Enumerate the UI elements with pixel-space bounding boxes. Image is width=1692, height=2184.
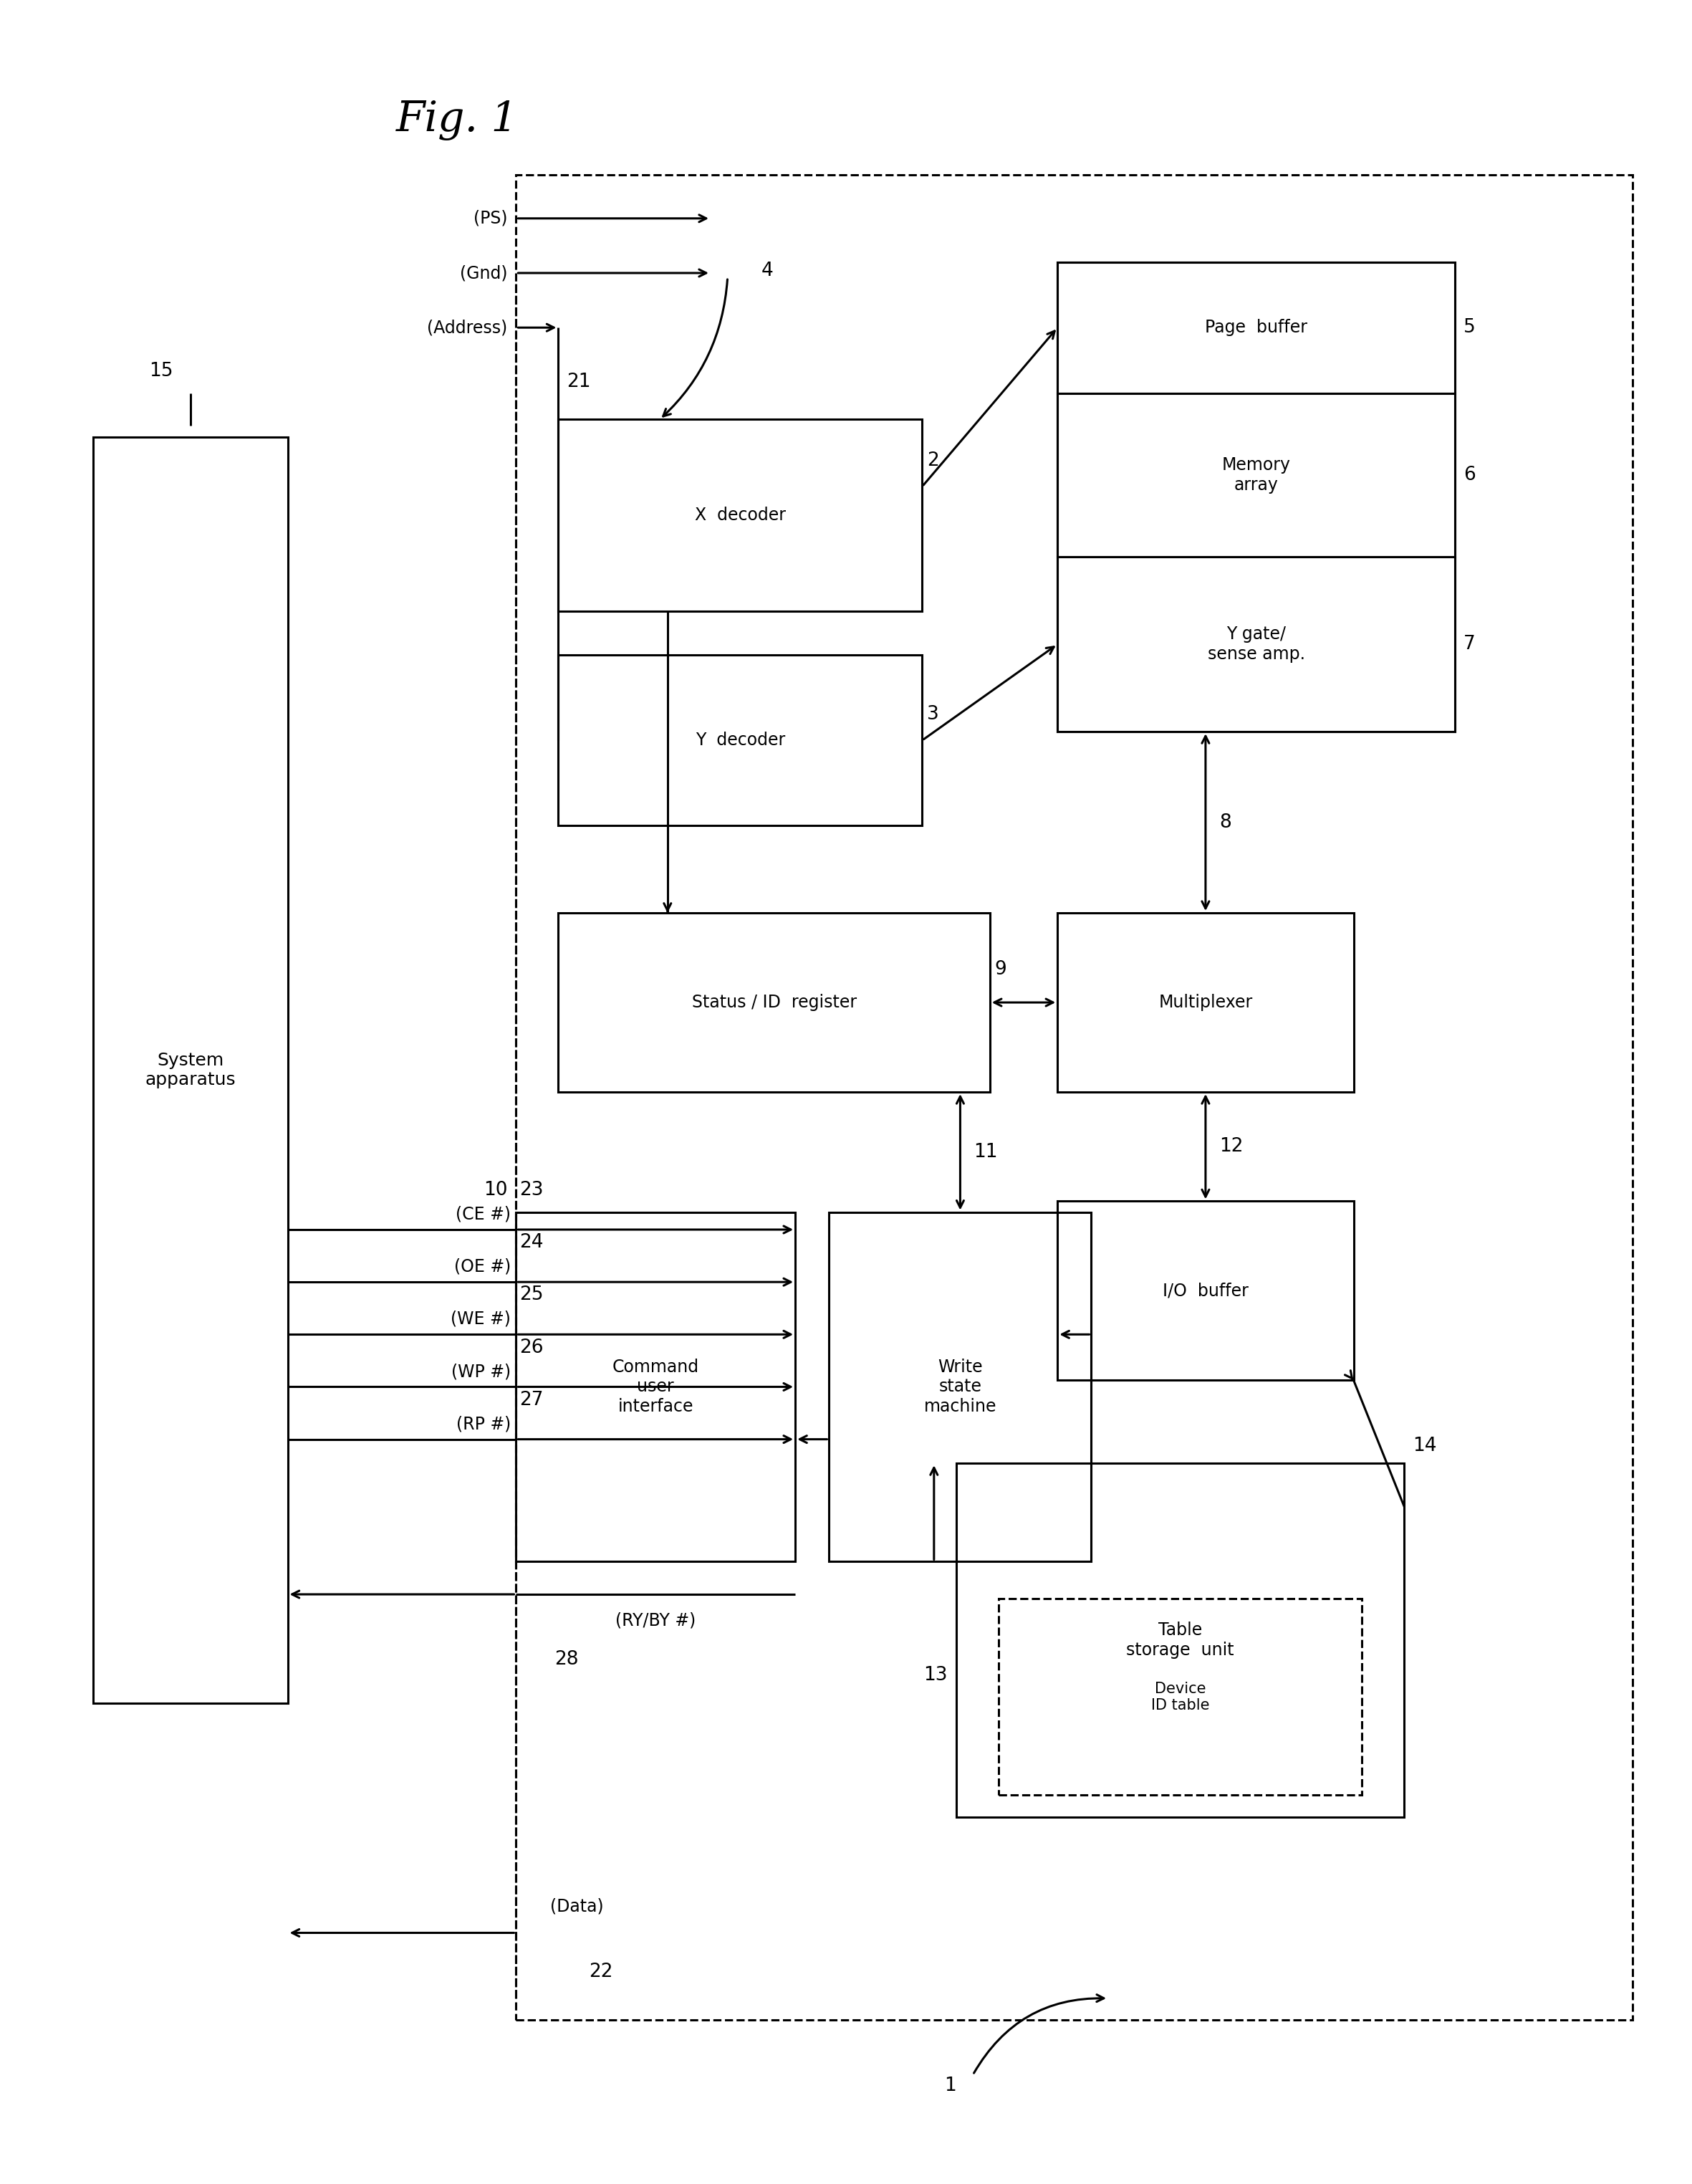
Text: (Data): (Data) <box>550 1898 604 1915</box>
Text: 22: 22 <box>589 1963 613 1981</box>
Text: System
apparatus: System apparatus <box>146 1053 235 1088</box>
Text: Memory
array: Memory array <box>1222 456 1291 494</box>
Text: I/O  buffer: I/O buffer <box>1162 1282 1249 1299</box>
Text: Command
user
interface: Command user interface <box>613 1358 699 1415</box>
Text: Y  decoder: Y decoder <box>695 732 785 749</box>
Text: 15: 15 <box>149 363 174 380</box>
Bar <box>1058 557 1455 732</box>
Text: (RP #): (RP #) <box>457 1415 511 1433</box>
Text: (Address): (Address) <box>426 319 508 336</box>
Bar <box>1058 1201 1354 1380</box>
Text: X  decoder: X decoder <box>695 507 785 524</box>
Text: Device
ID table: Device ID table <box>1151 1682 1210 1712</box>
Text: (RY/BY #): (RY/BY #) <box>616 1612 695 1629</box>
Text: 7: 7 <box>1464 636 1475 653</box>
Bar <box>1058 393 1455 557</box>
Bar <box>516 175 1633 2020</box>
Text: (WP #): (WP #) <box>452 1363 511 1380</box>
Text: (CE #): (CE #) <box>455 1206 511 1223</box>
Text: Write
state
machine: Write state machine <box>924 1358 997 1415</box>
Text: 3: 3 <box>927 705 939 723</box>
Text: 27: 27 <box>519 1391 543 1409</box>
Text: 13: 13 <box>924 1666 948 1684</box>
Text: 5: 5 <box>1464 319 1475 336</box>
Bar <box>558 655 922 826</box>
Text: 23: 23 <box>519 1182 543 1199</box>
Text: (WE #): (WE #) <box>450 1310 511 1328</box>
Text: Page  buffer: Page buffer <box>1205 319 1308 336</box>
Text: 21: 21 <box>567 373 591 391</box>
Bar <box>1058 913 1354 1092</box>
Text: 2: 2 <box>927 452 939 470</box>
Bar <box>829 1212 1091 1562</box>
Text: 14: 14 <box>1413 1437 1437 1455</box>
Text: 25: 25 <box>519 1286 543 1304</box>
Text: 10: 10 <box>484 1182 508 1199</box>
Text: 8: 8 <box>1218 812 1232 832</box>
Bar <box>1058 262 1455 732</box>
Bar <box>1058 262 1455 393</box>
Text: 28: 28 <box>555 1651 579 1669</box>
Bar <box>956 1463 1404 1817</box>
Text: Multiplexer: Multiplexer <box>1159 994 1252 1011</box>
Text: Fig. 1: Fig. 1 <box>396 100 518 140</box>
Text: 24: 24 <box>519 1234 543 1251</box>
Bar <box>558 913 990 1092</box>
Bar <box>516 1212 795 1562</box>
Text: 1: 1 <box>944 2077 956 2094</box>
Text: Status / ID  register: Status / ID register <box>692 994 856 1011</box>
Text: (OE #): (OE #) <box>453 1258 511 1275</box>
Text: Y gate/
sense amp.: Y gate/ sense amp. <box>1208 627 1305 662</box>
Text: Table
storage  unit: Table storage unit <box>1127 1623 1233 1658</box>
Text: (PS): (PS) <box>474 210 508 227</box>
Text: 9: 9 <box>995 961 1007 978</box>
Text: 6: 6 <box>1464 465 1475 485</box>
Bar <box>998 1599 1362 1795</box>
Bar <box>558 419 922 612</box>
Text: 11: 11 <box>975 1142 998 1162</box>
Bar <box>93 437 288 1704</box>
Text: 26: 26 <box>519 1339 543 1356</box>
Text: (Gnd): (Gnd) <box>460 264 508 282</box>
Text: 4: 4 <box>761 262 773 280</box>
Text: 12: 12 <box>1218 1138 1244 1155</box>
